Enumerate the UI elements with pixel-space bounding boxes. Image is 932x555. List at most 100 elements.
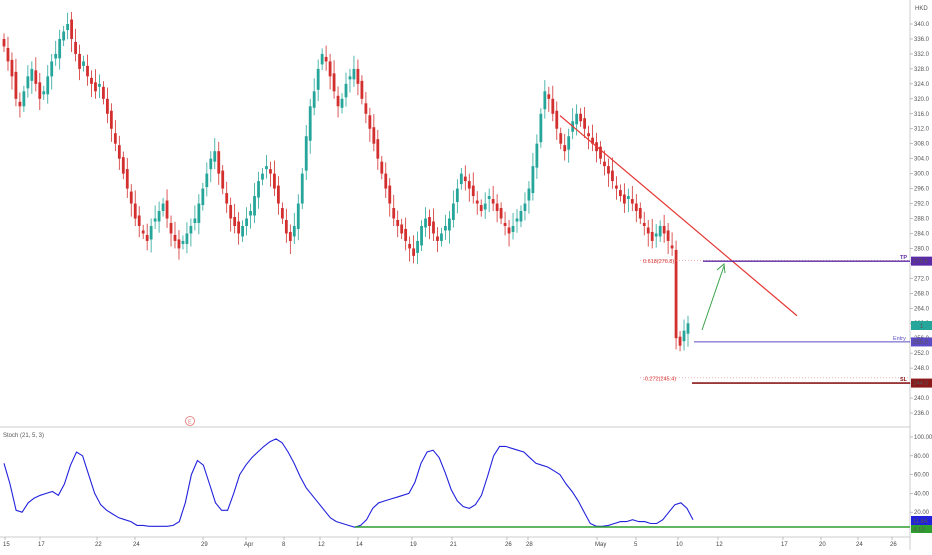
price-tick-label: 332.0 [914, 52, 930, 58]
candle-body [579, 113, 583, 122]
price-tick-label: 304.0 [914, 157, 930, 163]
candle-body [304, 136, 308, 171]
stoch-tick-label: 80.00 [914, 454, 930, 460]
candle-body [109, 110, 113, 129]
candle-body [233, 217, 237, 226]
candle-body [567, 136, 571, 150]
candle-body [543, 91, 547, 110]
candle-body [312, 91, 316, 108]
trendline [559, 115, 798, 317]
candle-body [352, 68, 356, 80]
date-tick-label: 8 [282, 542, 286, 548]
candle-body [54, 53, 58, 59]
candle-body [181, 240, 185, 244]
sl-label: SL [900, 377, 908, 383]
price-tick-label: 252.0 [914, 351, 930, 357]
candle-body [507, 227, 511, 234]
candle-body [328, 61, 332, 77]
candle-body [682, 330, 686, 342]
candle-body [221, 170, 225, 189]
candle-body [157, 211, 161, 222]
price-tick-label: 264.0 [914, 306, 930, 312]
price-tick-label: 308.0 [914, 142, 930, 148]
candle-body [145, 234, 149, 241]
tp-badge-value: 276.6 [913, 259, 929, 265]
candles [2, 12, 690, 352]
candle-body [515, 218, 519, 222]
candle-body [165, 200, 169, 219]
candle-body [253, 196, 256, 216]
candle-body [662, 225, 666, 234]
candle-body [630, 199, 634, 204]
candle-body [10, 59, 14, 77]
candle-body [555, 110, 559, 129]
tp-label: TP [900, 255, 907, 261]
candle-body [344, 83, 348, 98]
candle-body [539, 113, 543, 143]
candle-body [563, 145, 567, 152]
candle-body [487, 196, 491, 200]
candle-body [479, 205, 483, 212]
candle-body [388, 185, 392, 204]
candle-body [38, 82, 42, 99]
candle-body [58, 38, 62, 59]
candle-body [34, 70, 38, 84]
price-tick-label: 272.0 [914, 276, 930, 282]
drawings: 0.618(276.8) -0.272(245.4) TP Entry SL E [185, 115, 910, 426]
earnings-marker [185, 416, 195, 426]
candle-body [603, 161, 606, 167]
stoch-tick-label: 60.00 [914, 473, 930, 479]
candle-body [447, 218, 451, 231]
price-tick-label: 248.0 [914, 366, 930, 372]
candle-body [380, 161, 384, 174]
price-tick-label: 284.0 [914, 231, 930, 237]
candle-body [583, 118, 587, 129]
candle-body [209, 158, 213, 170]
current-price-badge [911, 321, 932, 330]
candle-body [658, 225, 662, 237]
candle-body [102, 86, 105, 99]
date-tick-label: 15 [3, 542, 10, 548]
candle-body [14, 71, 18, 99]
candle-body [646, 227, 650, 234]
stoch-line [3, 438, 694, 528]
candle-body [348, 76, 352, 80]
candle-body [599, 146, 602, 159]
price-tick-label: 328.0 [914, 67, 930, 73]
candle-body [332, 73, 336, 92]
entry-label: Entry [893, 336, 906, 342]
candle-body [634, 203, 638, 212]
candle-body [133, 203, 137, 219]
entry-badge [911, 337, 932, 347]
candle-body [113, 133, 117, 144]
candle-body [137, 215, 141, 226]
candle-body [121, 157, 125, 174]
candle-body [503, 222, 507, 226]
candle-body [74, 41, 77, 54]
stoch-value-badge-text: 11.64 [913, 519, 928, 525]
candle-body [336, 95, 340, 107]
date-tick-label: 26 [505, 542, 512, 548]
date-tick-label: 20 [819, 542, 826, 548]
price-tick-label: 280.0 [914, 246, 930, 252]
candle-body [372, 127, 376, 144]
candle-body [428, 217, 431, 226]
candle-body [455, 188, 459, 203]
entry-badge-value: 255.0 [913, 340, 929, 346]
candle-body [217, 151, 221, 174]
candle-body [22, 91, 26, 107]
price-tick-label: 324.0 [914, 82, 930, 88]
price-tick-label: 288.0 [914, 217, 930, 223]
candle-body [575, 113, 579, 125]
candle-body [265, 166, 268, 170]
candle-body [46, 76, 50, 95]
candle-body [551, 98, 555, 114]
sl-badge [911, 378, 932, 388]
candle-body [173, 234, 177, 241]
candle-body [78, 53, 81, 69]
candle-body [531, 166, 535, 194]
date-tick-label: 14 [356, 542, 363, 548]
stochastic-pane: Stoch (21, 5, 3) 100.00 80.00 60.00 40.00 20.… [3, 433, 932, 534]
